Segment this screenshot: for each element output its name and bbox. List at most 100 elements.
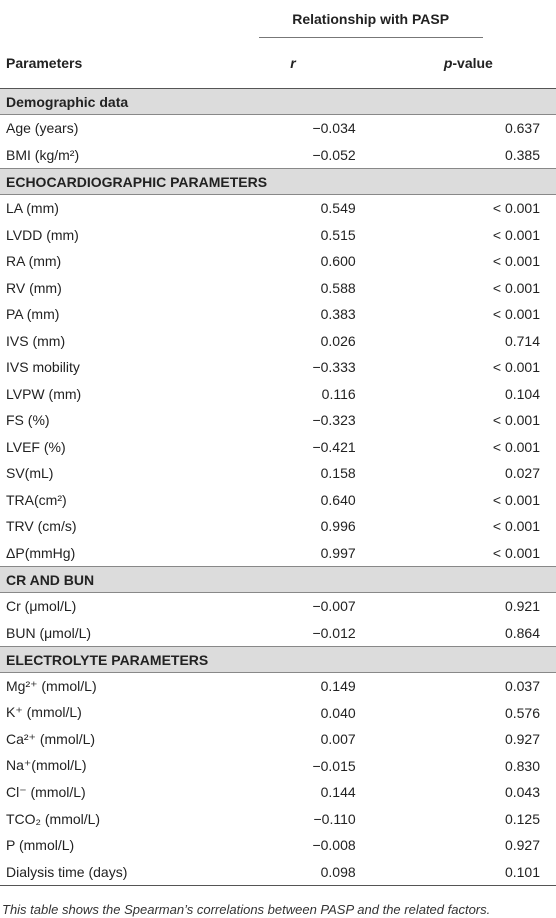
r-value: 0.158 xyxy=(320,465,356,482)
data-row: Cl⁻ (mmol/L) 0.144 0.043 xyxy=(0,779,556,806)
r-value: 0.588 xyxy=(320,279,356,296)
data-row: ΔP(mmHg) 0.997 < 0.001 xyxy=(0,540,556,567)
p-value: < 0.001 xyxy=(492,306,540,323)
p-value: < 0.001 xyxy=(492,359,540,376)
r-value: −0.323 xyxy=(312,412,356,429)
parameter: TCO₂ (mmol/L) xyxy=(6,810,101,827)
r-value: −0.110 xyxy=(313,810,356,827)
r-value: 0.515 xyxy=(320,226,356,243)
data-row: LVEF (%) −0.421 < 0.001 xyxy=(0,434,556,461)
parameter: Cl⁻ (mmol/L) xyxy=(6,783,86,800)
r-value: −0.421 xyxy=(312,438,356,455)
section-row: Demographic data xyxy=(0,88,556,115)
r-value: −0.333 xyxy=(312,359,356,376)
parameter: FS (%) xyxy=(6,412,50,429)
p-value: 0.576 xyxy=(504,704,540,721)
section-row: CR AND BUN xyxy=(0,566,556,593)
column-header-text: r xyxy=(290,55,296,71)
p-value: < 0.001 xyxy=(492,279,540,296)
data-row: RV (mm) 0.588 < 0.001 xyxy=(0,275,556,302)
data-row: TRA(cm²) 0.640 < 0.001 xyxy=(0,487,556,514)
p-value: < 0.001 xyxy=(492,412,540,429)
p-value: < 0.001 xyxy=(492,200,540,217)
r-value: 0.149 xyxy=(320,678,356,695)
parameter: SV(mL) xyxy=(6,465,54,482)
p-value: 0.927 xyxy=(504,731,540,748)
p-value: 0.101 xyxy=(370,858,556,886)
r-value: 0.997 xyxy=(320,544,356,561)
parameter: LVPW (mm) xyxy=(6,385,82,402)
table-body: Relationship with PASP Parameters r p-va… xyxy=(0,0,556,886)
data-row: RA (mm) 0.600 < 0.001 xyxy=(0,248,556,275)
parameter: Mg²⁺ (mmol/L) xyxy=(6,677,97,694)
parameter: BMI (kg/m²) xyxy=(6,146,80,163)
parameter: LVDD (mm) xyxy=(6,226,79,243)
data-row: TCO₂ (mmol/L) −0.110 0.125 xyxy=(0,806,556,833)
data-row: Ca²⁺ (mmol/L) 0.007 0.927 xyxy=(0,726,556,753)
p-value: 0.864 xyxy=(504,624,540,641)
p-value: < 0.001 xyxy=(492,491,540,508)
p-value: 0.043 xyxy=(504,784,540,801)
column-header: Parameters xyxy=(0,38,186,89)
parameter: ΔP(mmHg) xyxy=(6,544,76,561)
p-value: < 0.001 xyxy=(492,253,540,270)
section-title: ELECTROLYTE PARAMETERS xyxy=(0,646,556,673)
p-value: 0.385 xyxy=(504,146,540,163)
data-row: LA (mm) 0.549 < 0.001 xyxy=(0,195,556,222)
parameter: K⁺ (mmol/L) xyxy=(6,704,82,721)
parameter: TRV (cm/s) xyxy=(6,518,77,535)
parameter: Na⁺(mmol/L) xyxy=(6,757,87,774)
empty xyxy=(0,0,185,38)
p-value: < 0.001 xyxy=(492,544,540,561)
data-row: IVS (mm) 0.026 0.714 xyxy=(0,328,556,355)
column-header-text: -value xyxy=(452,55,493,71)
r-value: 0.640 xyxy=(320,491,356,508)
data-row: Dialysis time (days) 0.098 0.101 xyxy=(0,858,556,886)
column-header: r xyxy=(185,38,371,89)
caption: This table shows the Spearman’s correlat… xyxy=(2,902,491,917)
table: Relationship with PASP Parameters r p-va… xyxy=(0,0,556,886)
r-value: 0.098 xyxy=(185,858,371,886)
r-value: 0.383 xyxy=(320,306,356,323)
p-value: 0.714 xyxy=(504,332,540,349)
r-value: −0.012 xyxy=(312,624,356,641)
column-header: p-value xyxy=(370,38,556,89)
data-row: P (mmol/L) −0.008 0.927 xyxy=(0,832,556,859)
p-value: 0.104 xyxy=(504,385,540,402)
r-value: 0.549 xyxy=(320,200,356,217)
data-row: LVDD (mm) 0.515 < 0.001 xyxy=(0,222,556,249)
r-value: −0.034 xyxy=(312,120,356,137)
parameter: Ca²⁺ (mmol/L) xyxy=(6,730,96,747)
r-value: −0.008 xyxy=(312,837,356,854)
r-value: 0.116 xyxy=(321,385,356,402)
parameter: RA (mm) xyxy=(6,253,62,270)
p-value: < 0.001 xyxy=(492,438,540,455)
r-value: −0.007 xyxy=(312,598,356,615)
p-value: < 0.001 xyxy=(492,226,540,243)
data-row: Na⁺(mmol/L) −0.015 0.830 xyxy=(0,753,556,780)
data-row: Cr (μmol/L) −0.007 0.921 xyxy=(0,593,556,620)
p-value: 0.125 xyxy=(504,810,540,827)
parameter: BUN (μmol/L) xyxy=(6,624,92,641)
column-header-italic: p xyxy=(443,55,453,71)
r-value: 0.026 xyxy=(320,332,356,349)
section-row: ELECTROLYTE PARAMETERS xyxy=(0,646,556,673)
parameter: Age (years) xyxy=(6,120,79,137)
header-row: Parameters r p-value xyxy=(0,38,556,89)
data-row: BUN (μmol/L) −0.012 0.864 xyxy=(0,620,556,647)
data-row: LVPW (mm) 0.116 0.104 xyxy=(0,381,556,408)
data-row: Mg²⁺ (mmol/L) 0.149 0.037 xyxy=(0,673,556,700)
p-value: 0.921 xyxy=(504,598,540,615)
group-header: Relationship with PASP xyxy=(185,0,556,38)
r-value: 0.007 xyxy=(320,731,356,748)
data-row: BMI (kg/m²) −0.052 0.385 xyxy=(0,142,556,169)
p-value: 0.037 xyxy=(504,678,540,695)
data-row: K⁺ (mmol/L) 0.040 0.576 xyxy=(0,700,556,727)
data-row: FS (%) −0.323 < 0.001 xyxy=(0,407,556,434)
parameter: P (mmol/L) xyxy=(6,837,75,854)
parameter: LA (mm) xyxy=(6,200,59,217)
data-row: SV(mL) 0.158 0.027 xyxy=(0,460,556,487)
p-value: 0.830 xyxy=(504,757,540,774)
section-title: CR AND BUN xyxy=(0,566,556,593)
